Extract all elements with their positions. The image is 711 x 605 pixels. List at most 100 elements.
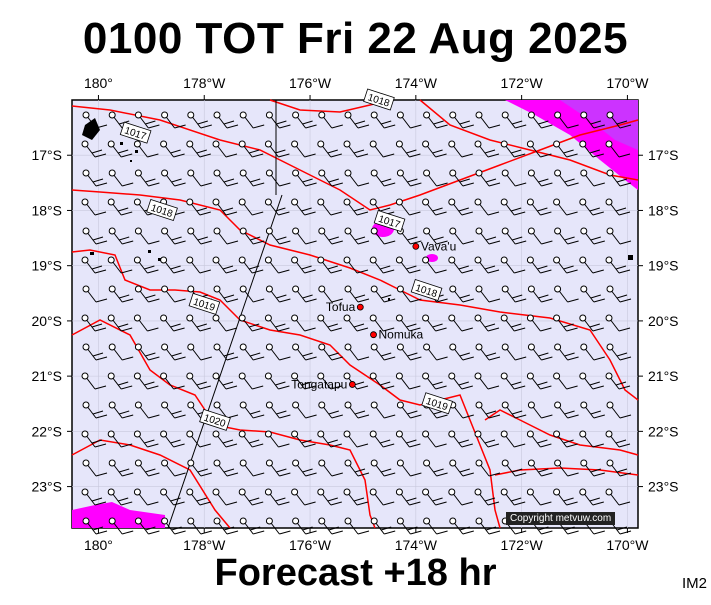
wind-barb <box>317 314 342 332</box>
isobar-line <box>71 105 639 211</box>
wind-barb <box>212 140 238 158</box>
wind-barb <box>107 256 133 274</box>
product-code: IM2 <box>681 575 707 592</box>
lat-label-left: 23°S <box>31 479 62 495</box>
axis-labels: 180° 180° 178°W 178°W 176°W 176°W 174°W 174°W 17… <box>31 75 678 553</box>
lat-label-right: 22°S <box>648 423 679 439</box>
place-label: Nomuka <box>379 328 424 342</box>
wind-barb <box>160 488 185 506</box>
island-dot <box>388 298 390 301</box>
wind-barb <box>291 256 316 274</box>
wind-barb <box>265 227 291 245</box>
wind-barb <box>344 111 370 129</box>
wind-barb <box>318 343 343 361</box>
wind-barb <box>108 169 134 187</box>
wind-barb <box>213 227 239 245</box>
wind-barb <box>134 285 160 303</box>
wind-barb <box>370 343 396 361</box>
wind-barb <box>107 198 133 216</box>
wind-barb <box>161 227 186 245</box>
wind-barb <box>475 401 501 419</box>
wind-barb <box>265 343 291 361</box>
wind-barb <box>265 459 291 477</box>
wind-barb <box>580 111 605 129</box>
wind-barb <box>265 169 291 187</box>
wind-barb <box>527 343 553 361</box>
wind-barb <box>554 343 579 361</box>
wind-barb <box>475 169 501 187</box>
wind-barb <box>395 314 421 332</box>
wind-barb <box>422 488 447 506</box>
wind-barb <box>396 285 422 303</box>
lon-label-top: 170°W <box>606 75 649 91</box>
island-dot <box>158 258 161 261</box>
wind-barb <box>291 314 316 332</box>
wind-barb <box>239 227 265 245</box>
island-dot <box>148 250 151 253</box>
wind-barb <box>474 372 500 390</box>
island-dot <box>90 252 94 255</box>
wind-barb <box>344 343 370 361</box>
wind-barb <box>422 198 447 216</box>
wind-barb <box>239 459 265 477</box>
wind-barb <box>264 140 290 158</box>
wind-barb <box>82 169 108 187</box>
wind-barb <box>161 111 186 129</box>
wind-barb <box>81 198 107 216</box>
wind-barb <box>580 169 605 187</box>
isobar-line <box>71 249 501 529</box>
wind-barb <box>292 169 317 187</box>
wind-barb <box>291 140 316 158</box>
wind-barb <box>318 227 343 245</box>
wind-barb <box>81 372 107 390</box>
lat-label-right: 17°S <box>648 147 679 163</box>
wind-barb <box>605 372 631 390</box>
wind-barb <box>369 430 395 448</box>
wind-barb <box>317 372 342 390</box>
lon-label-top: 180° <box>84 75 113 91</box>
wind-barb <box>553 372 578 390</box>
wind-barb <box>318 169 343 187</box>
wind-barb <box>579 140 604 158</box>
wind-barb <box>81 488 107 506</box>
wind-barb <box>107 488 133 506</box>
wind-barb <box>395 488 421 506</box>
lat-label-left: 21°S <box>31 368 62 384</box>
wind-barb <box>448 256 473 274</box>
wind-barb <box>82 285 108 303</box>
wind-barb <box>553 256 578 274</box>
wind-barb <box>605 198 631 216</box>
wind-barb <box>108 459 134 477</box>
wind-barb <box>343 256 369 274</box>
wind-barb <box>239 285 265 303</box>
wind-barb <box>395 430 421 448</box>
wind-barb <box>606 111 632 129</box>
forecast-label: Forecast +18 hr <box>214 552 497 594</box>
wind-barb <box>449 169 474 187</box>
wind-barb <box>579 488 604 506</box>
place-marker: Nomuka <box>370 328 424 342</box>
wind-barb <box>448 140 473 158</box>
wind-barb <box>449 285 474 303</box>
place-label: Vava'u <box>421 239 456 253</box>
isobar-line <box>484 409 639 456</box>
wind-barb <box>605 140 631 158</box>
wind-barb <box>82 517 108 535</box>
wind-barb <box>500 256 526 274</box>
wind-barb <box>475 285 501 303</box>
wind-barb <box>213 459 239 477</box>
wind-barb <box>370 517 396 535</box>
lat-label-left: 20°S <box>31 313 62 329</box>
wind-barb <box>292 285 317 303</box>
wind-barb <box>579 430 604 448</box>
wind-barb <box>526 256 552 274</box>
wind-barb <box>474 314 500 332</box>
wind-barb <box>395 198 421 216</box>
wind-barb <box>449 459 474 477</box>
wind-barb <box>186 198 211 216</box>
island-dot <box>130 160 132 162</box>
rain-area-northeast-core <box>560 100 638 150</box>
wind-barb <box>238 488 264 506</box>
wind-barb <box>186 256 211 274</box>
meridian-line <box>167 100 283 529</box>
